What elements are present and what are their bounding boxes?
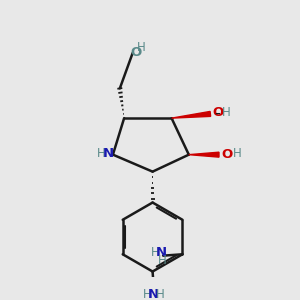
Text: O: O	[130, 46, 141, 59]
Text: H: H	[142, 289, 151, 300]
Text: N: N	[103, 147, 114, 160]
Text: H: H	[151, 246, 160, 259]
Text: O: O	[213, 106, 224, 119]
Text: H: H	[158, 254, 166, 267]
Text: -: -	[215, 105, 220, 120]
Text: H: H	[221, 106, 230, 119]
Text: H: H	[156, 289, 165, 300]
Text: N: N	[148, 289, 159, 300]
Polygon shape	[172, 111, 211, 118]
Text: H: H	[97, 147, 106, 160]
Text: O: O	[221, 148, 232, 161]
Text: H: H	[233, 147, 242, 160]
Text: H: H	[137, 41, 146, 54]
Text: N: N	[156, 246, 167, 259]
Polygon shape	[189, 152, 219, 157]
